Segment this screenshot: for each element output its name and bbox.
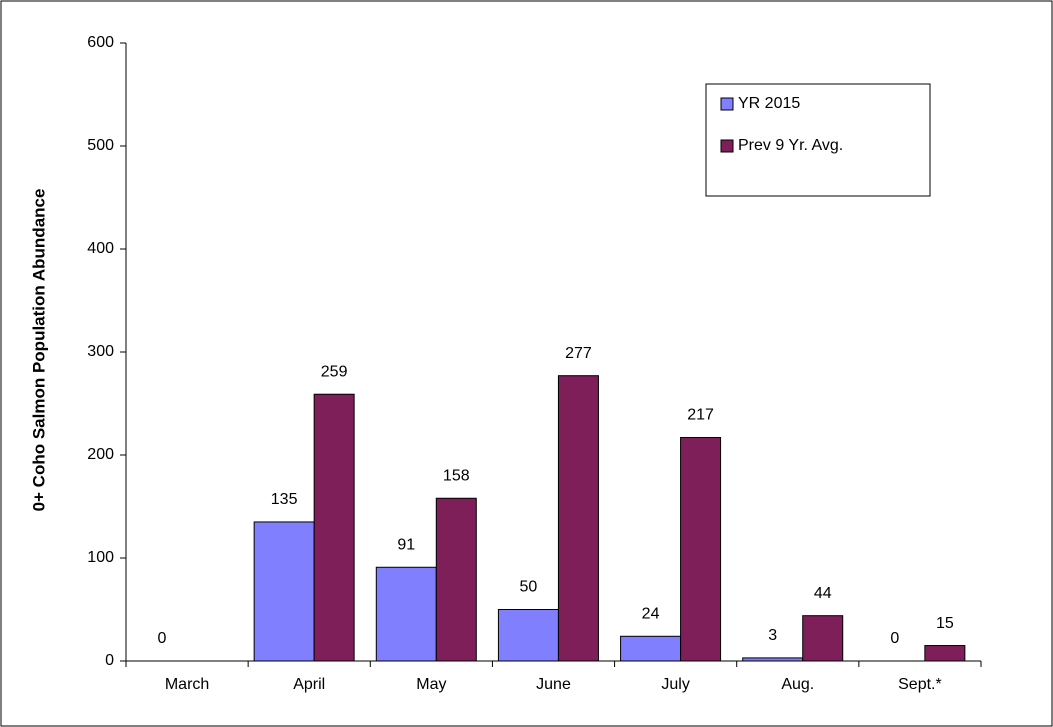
data-label: 3 [768,627,777,644]
data-label: 259 [321,363,348,380]
data-label: 50 [520,579,538,596]
y-axis-title: 0+ Coho Salmon Population Abundance [29,189,48,512]
bar [557,375,599,662]
data-label: 15 [936,615,954,632]
x-tick-label: Sept.* [898,676,942,693]
bar [924,645,966,662]
data-label: 44 [814,585,832,602]
bar [313,393,355,662]
x-tick-label: March [165,676,209,693]
legend-swatch [720,97,734,111]
legend-box [705,83,931,197]
x-tick-label: Aug. [781,676,814,693]
bar [375,566,437,662]
y-tick-label: 200 [87,446,114,463]
data-label: 91 [397,536,415,553]
data-label: 217 [687,407,714,424]
bar [742,657,804,662]
legend-label: Prev 9 Yr. Avg. [738,137,843,154]
y-tick-label: 100 [87,549,114,566]
y-tick-label: 400 [87,240,114,257]
bar [802,615,844,662]
x-tick-label: July [661,676,689,693]
data-label: 0 [890,630,899,647]
bar [620,635,682,662]
data-label: 277 [565,345,592,362]
y-tick-label: 300 [87,343,114,360]
y-tick-label: 600 [87,34,114,51]
y-tick-label: 500 [87,137,114,154]
bar [680,436,722,662]
data-label: 158 [443,467,470,484]
data-label: 135 [271,491,298,508]
data-label: 24 [642,605,660,622]
legend-swatch [720,139,734,153]
bar [253,521,315,662]
x-tick-label: April [293,676,325,693]
y-tick-label: 0 [105,652,114,669]
x-tick-label: June [536,676,571,693]
bar [435,497,477,662]
legend-label: YR 2015 [738,95,800,112]
x-tick-label: May [416,676,446,693]
bar [497,609,559,662]
data-label: 0 [158,630,167,647]
